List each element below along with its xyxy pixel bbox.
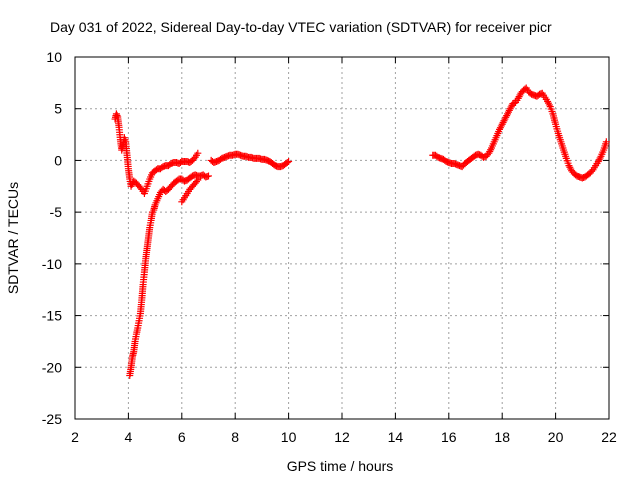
x-tick-label: 10	[281, 429, 297, 445]
data-point	[190, 155, 198, 163]
series-early-lower	[126, 171, 212, 380]
x-tick-label: 14	[388, 429, 404, 445]
axis-ticks	[74, 56, 610, 420]
data-point	[545, 101, 553, 109]
x-tick-label: 2	[71, 429, 79, 445]
x-tick-label: 4	[125, 429, 133, 445]
data-point	[596, 154, 604, 162]
data-point	[112, 110, 120, 118]
data-points	[111, 84, 610, 380]
y-tick-label: 10	[46, 49, 62, 65]
data-point	[113, 111, 121, 119]
data-point	[136, 184, 144, 192]
x-axis-label: GPS time / hours	[287, 458, 394, 474]
y-tick-label: 5	[54, 101, 62, 117]
y-tick-label: -25	[42, 411, 62, 427]
data-point	[194, 176, 202, 184]
series-late	[429, 84, 610, 182]
series-mid	[207, 150, 293, 171]
data-point	[285, 157, 293, 165]
data-point	[588, 167, 596, 175]
y-tick-label: -20	[42, 359, 62, 375]
y-tick-label: -5	[50, 204, 63, 220]
x-tick-label: 16	[441, 429, 457, 445]
data-point	[566, 163, 574, 171]
x-tick-label: 6	[178, 429, 186, 445]
grid	[75, 57, 609, 419]
x-tick-label: 18	[494, 429, 510, 445]
y-tick-label: 0	[54, 152, 62, 168]
series-early-upper	[111, 110, 202, 198]
y-tick-label: -15	[42, 308, 62, 324]
x-tick-label: 22	[601, 429, 617, 445]
tick-labels: 2 4 6 8 10 12 14 16 18 20 22 -25 -20 -15 -10 -5 0 5 10	[42, 49, 617, 445]
data-point	[487, 146, 495, 154]
x-tick-label: 8	[231, 429, 239, 445]
x-tick-label: 20	[548, 429, 564, 445]
chart-title: Day 031 of 2022, Sidereal Day-to-day VTE…	[50, 19, 552, 35]
series-early-branch	[178, 176, 202, 206]
data-point	[283, 158, 291, 166]
y-tick-label: -10	[42, 256, 62, 272]
data-point	[192, 178, 200, 186]
data-point	[602, 138, 610, 146]
data-point	[205, 172, 212, 180]
x-tick-label: 12	[334, 429, 350, 445]
data-point	[194, 149, 202, 157]
y-axis-label: SDTVAR / TECUs	[5, 182, 21, 294]
